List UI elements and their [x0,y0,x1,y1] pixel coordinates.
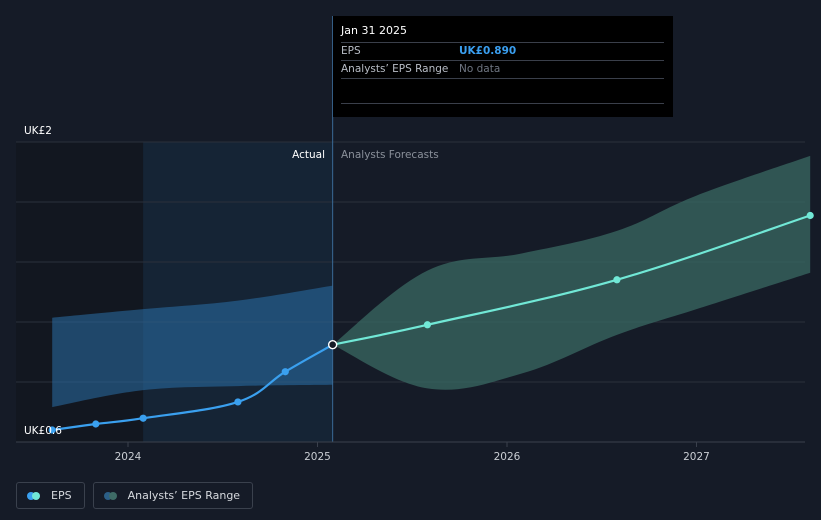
tooltip-row-range: Analysts’ EPS Range No data [341,60,664,79]
legend: EPS Analysts’ EPS Range [16,482,254,509]
x-tick-label-2024: 2024 [115,451,142,463]
legend-eps-range-label: Analysts’ EPS Range [127,489,241,502]
tooltip-row-eps: EPS UK£0.890 [341,42,664,60]
forecast-region-label: Analysts Forecasts [341,149,439,161]
eps-range-past-area [52,285,333,408]
eps-forecast-line [332,214,811,346]
y-label-bottom: UK£0.6 [24,425,62,437]
tooltip-range-value: No data [459,63,501,75]
eps-forecast-point-2[interactable] [613,276,621,284]
actual-region-label: Actual [292,149,325,161]
eps-point-4[interactable] [281,368,289,376]
eps-legend-icon [27,491,43,500]
x-axis-ticks: 2024 2025 2026 2027 [115,442,710,463]
tooltip-date: Jan 31 2025 [341,24,407,37]
eps-forecast-points [423,211,814,329]
x-tick-label-2026: 2026 [494,451,521,463]
eps-point-0[interactable] [48,426,56,434]
eps-point-1[interactable] [92,420,100,428]
eps-range-legend-icon [103,491,120,500]
x-tick-label-2027: 2027 [683,451,710,463]
tooltip: Jan 31 2025 EPS UK£0.890 Analysts’ EPS R… [333,16,673,117]
legend-eps-label: EPS [51,489,72,502]
eps-point-2[interactable] [139,414,147,422]
tooltip-divider [341,79,664,104]
tooltip-eps-value: UK£0.890 [459,45,517,57]
eps-point-current[interactable] [327,340,338,350]
tooltip-eps-label: EPS [341,45,361,57]
eps-forecast-point-1[interactable] [423,321,432,329]
tooltip-range-label: Analysts’ EPS Range [341,63,449,75]
eps-points [48,340,338,434]
legend-eps[interactable]: EPS [16,482,85,509]
eps-point-3[interactable] [234,398,242,406]
eps-range-forecast-area [332,155,811,390]
eps-forecast-point-3[interactable] [806,211,814,220]
y-label-top: UK£2 [24,125,52,137]
x-tick-label-2025: 2025 [304,451,331,463]
legend-eps-range[interactable]: Analysts’ EPS Range [92,482,254,509]
